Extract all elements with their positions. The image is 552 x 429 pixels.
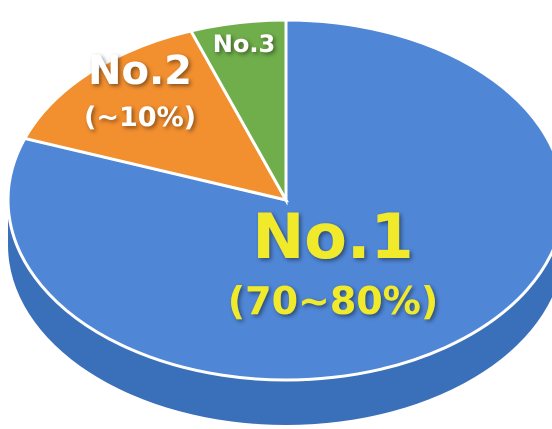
slice-no1-label: No.1 xyxy=(252,200,413,273)
slice-no2 xyxy=(22,29,289,203)
slice-no3 xyxy=(188,18,288,206)
slice-no2-label: No.2 xyxy=(88,48,192,94)
slice-no3-label: No.3 xyxy=(213,30,275,58)
slice-no2-sublabel: (~10%) xyxy=(84,102,196,133)
slice-no1-side xyxy=(8,200,552,425)
slice-no1-sublabel: (70~80%) xyxy=(228,279,438,323)
